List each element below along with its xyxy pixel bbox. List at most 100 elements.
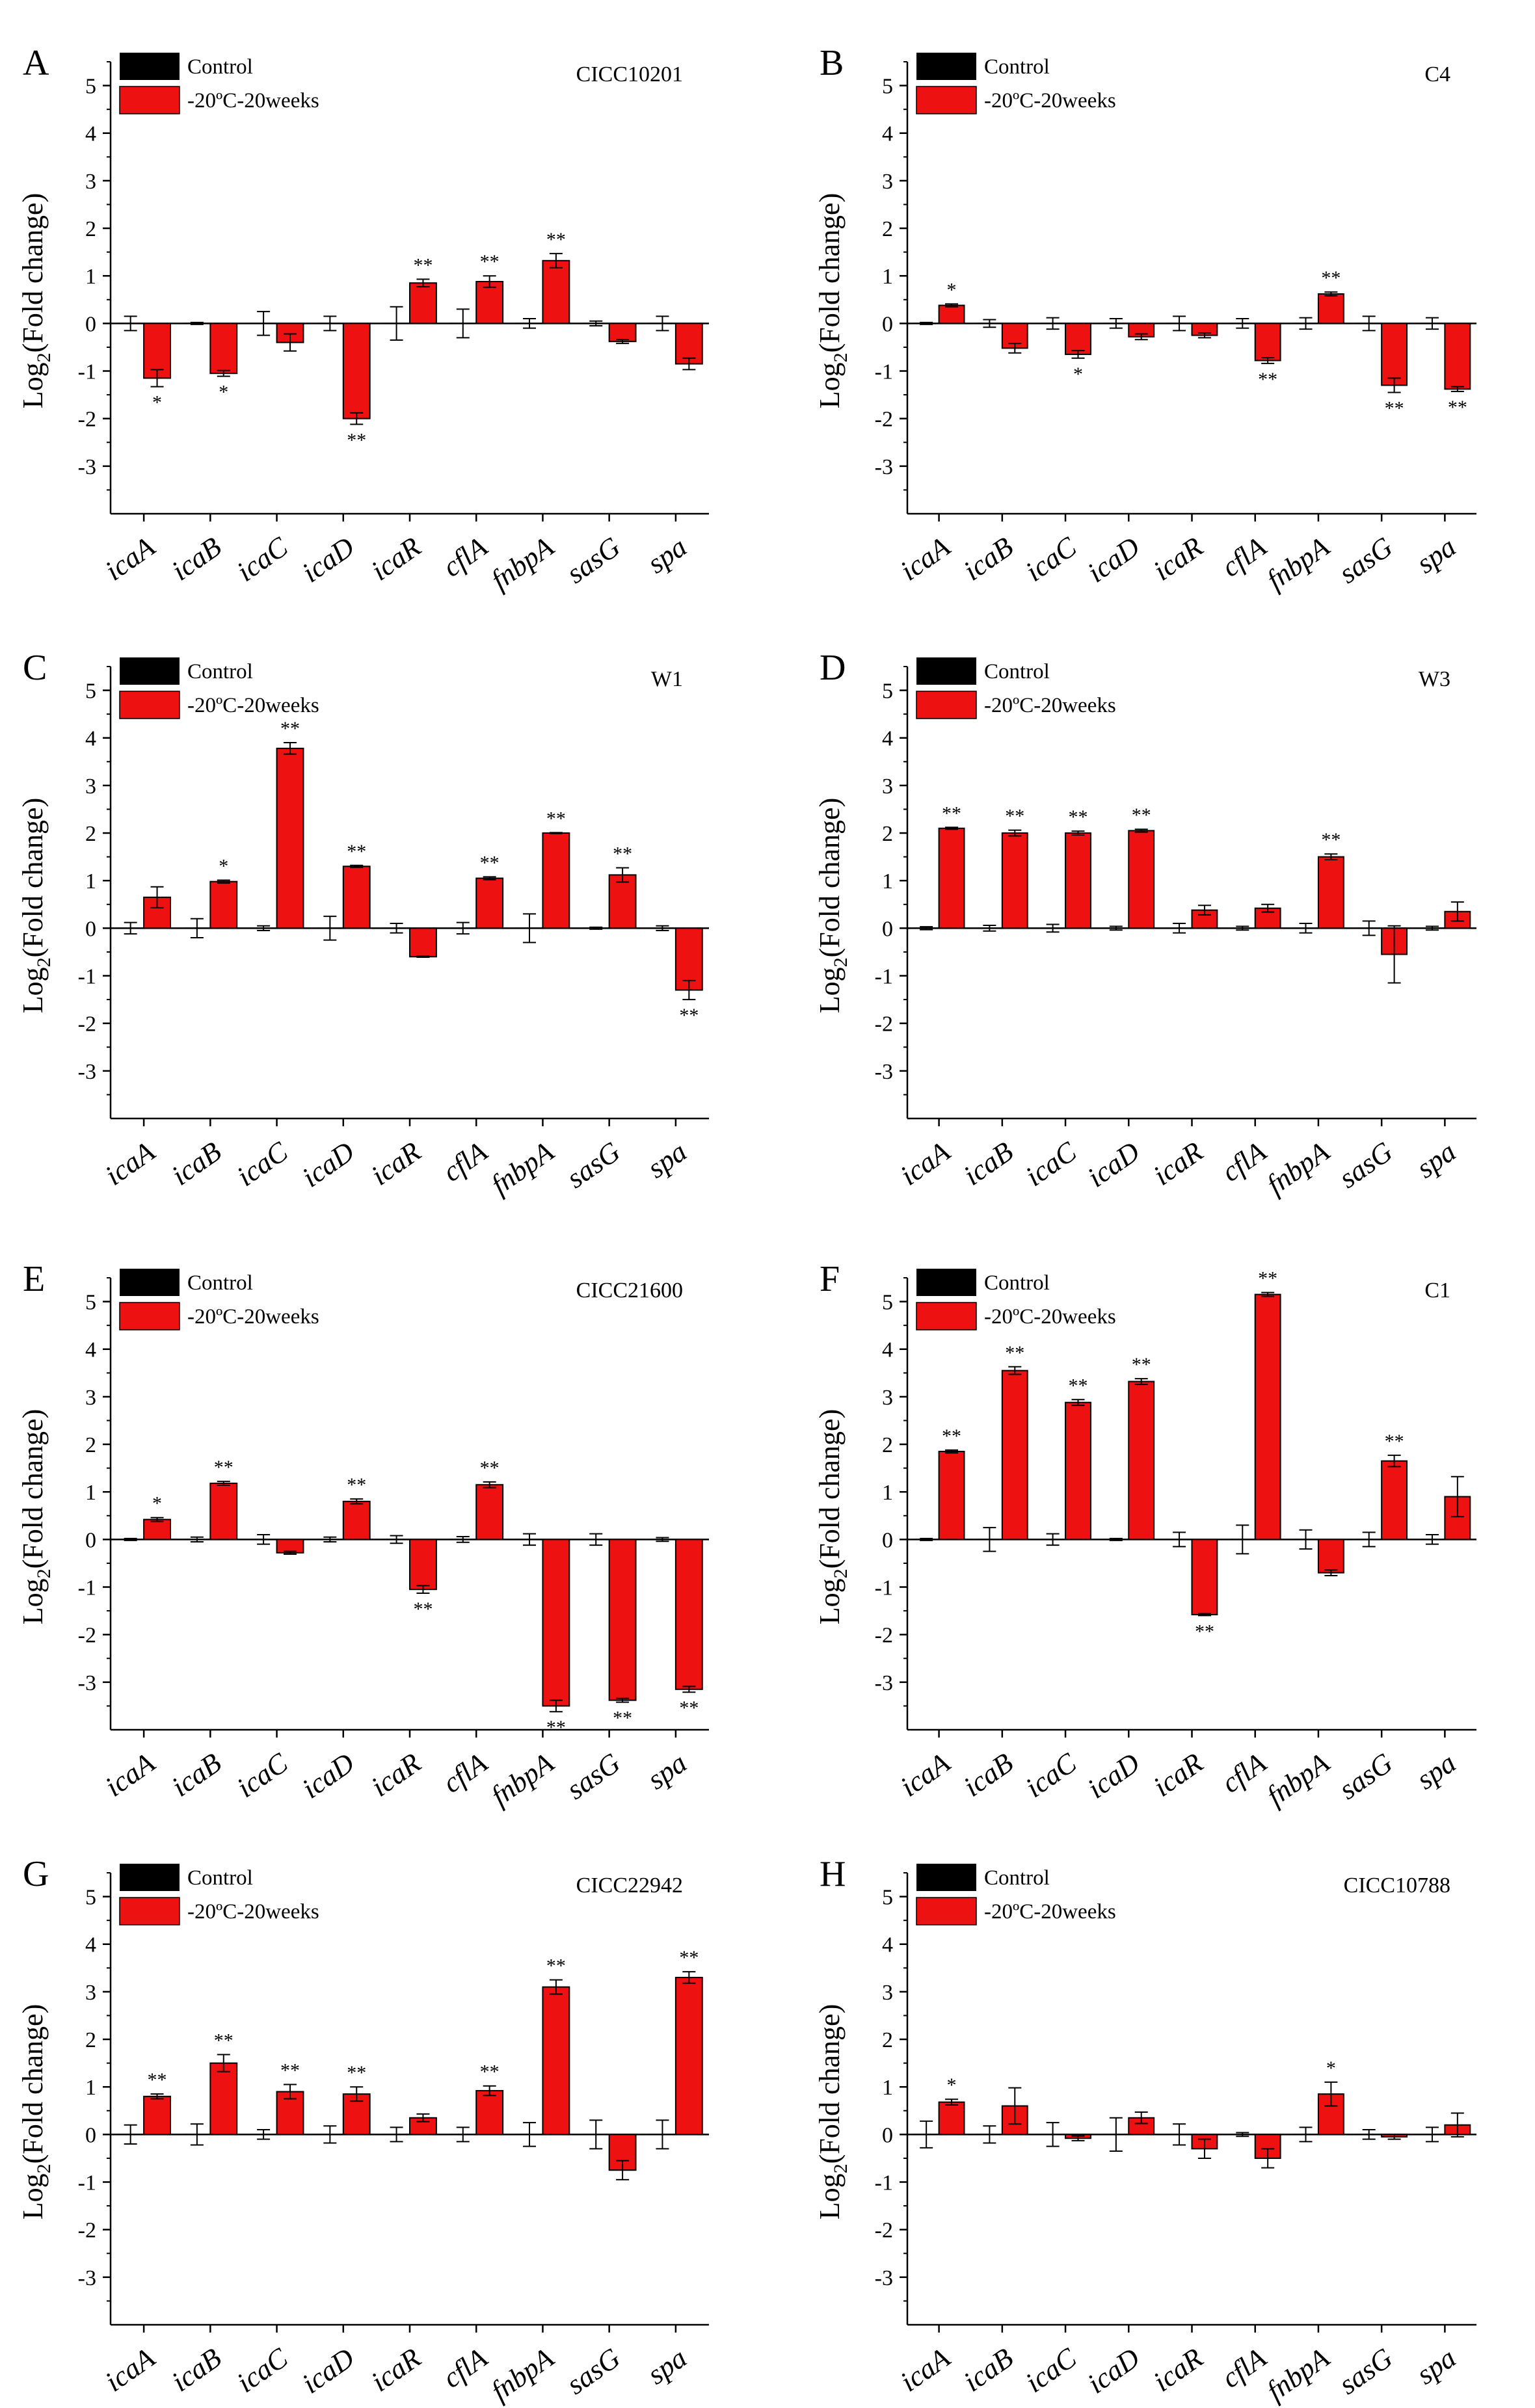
bar-treatment <box>475 2090 504 2136</box>
x-tick-label: icaC <box>231 1135 294 1193</box>
y-tick-label: -2 <box>78 408 96 432</box>
panel-letter: D <box>820 648 846 688</box>
y-tick-label: 3 <box>85 170 96 194</box>
significance-mark: * <box>219 382 228 403</box>
significance-mark: * <box>219 855 228 877</box>
significance-mark: ** <box>679 1697 699 1719</box>
bar-treatment <box>1381 323 1408 386</box>
bar-treatment <box>143 1518 172 1541</box>
significance-mark: ** <box>214 2030 234 2051</box>
y-tick-label: -2 <box>875 2219 893 2243</box>
x-tick-label: icaA <box>894 1135 956 1191</box>
y-tick-label: -3 <box>875 1060 893 1084</box>
bar-treatment <box>209 1483 238 1541</box>
significance-mark: ** <box>1195 1621 1214 1642</box>
significance-mark: ** <box>546 808 566 829</box>
bar-treatment <box>1191 1539 1218 1615</box>
legend-swatch-treatment <box>916 86 977 114</box>
x-tick-label: fnbpA <box>1261 1135 1335 1200</box>
y-tick-label: 0 <box>85 312 96 336</box>
y-axis-label-rest: (Fold change) <box>17 2004 49 2164</box>
x-tick-label: fnbpA <box>485 1746 560 1812</box>
y-tick-label: 0 <box>882 917 893 941</box>
x-tick-label: icaD <box>296 1747 360 1805</box>
significance-mark: ** <box>1132 804 1151 826</box>
y-axis-label-rest: (Fold change) <box>814 2004 846 2164</box>
y-tick-label: -1 <box>78 2171 96 2195</box>
bar-treatment <box>1065 1401 1091 1541</box>
significance-mark: ** <box>1321 267 1341 289</box>
x-tick-label: sasG <box>1333 2342 1398 2401</box>
y-tick-label: -1 <box>875 1576 893 1600</box>
significance-mark: ** <box>480 2061 500 2083</box>
legend-label-control: Control <box>187 1271 253 1295</box>
bar-treatment <box>342 1500 371 1541</box>
legend-label-control: Control <box>187 1866 253 1890</box>
x-tick-label: icaB <box>957 1747 1019 1803</box>
y-tick-label: -1 <box>78 965 96 989</box>
x-tick-label: icaA <box>100 1135 161 1191</box>
y-axis-label-sub: 2 <box>33 1568 55 1578</box>
y-axis-label-sub: 2 <box>33 957 55 967</box>
y-tick-label: 4 <box>85 1338 96 1362</box>
y-axis-label: Log2(Fold change) <box>17 2004 55 2219</box>
x-tick-label: icaR <box>1147 2342 1208 2398</box>
legend-label-control: Control <box>187 55 253 79</box>
x-tick-label: spa <box>641 2342 692 2390</box>
bar-treatment <box>409 927 437 958</box>
significance-mark: ** <box>546 1955 566 1977</box>
x-tick-label: icaR <box>1147 1135 1208 1191</box>
x-tick-label: icaD <box>1082 531 1145 589</box>
legend-swatch-treatment <box>119 1897 180 1925</box>
legend-label-treatment: -20ºC-20weeks <box>984 1900 1116 1924</box>
y-tick-label: 5 <box>85 680 96 704</box>
x-tick-label: icaD <box>296 2342 360 2400</box>
strain-label: CICC22942 <box>576 1873 683 1898</box>
legend-swatch-control <box>120 1864 180 1891</box>
y-tick-label: 3 <box>85 1981 96 2005</box>
y-tick-label: -3 <box>78 1671 96 1695</box>
bar-treatment <box>209 323 238 375</box>
significance-mark: ** <box>679 1947 699 1968</box>
x-tick-label: icaB <box>957 2342 1019 2398</box>
bar-treatment <box>1381 1460 1408 1541</box>
x-tick-label: icaC <box>1020 1135 1083 1193</box>
strain-label: W3 <box>1419 667 1450 691</box>
x-tick-label: sasG <box>561 1135 626 1195</box>
significance-mark: ** <box>942 1425 961 1447</box>
significance-mark: ** <box>1385 397 1404 419</box>
x-tick-label: spa <box>1411 2342 1462 2390</box>
y-tick-label: -1 <box>875 965 893 989</box>
strain-label: W1 <box>651 667 683 691</box>
y-axis-label: Log2(Fold change) <box>814 798 851 1013</box>
y-tick-label: 2 <box>85 822 96 846</box>
bar-treatment <box>938 1451 965 1541</box>
y-axis-label-sub: 2 <box>33 352 55 362</box>
y-tick-label: 3 <box>882 1386 893 1410</box>
bar-treatment <box>542 832 570 929</box>
bar-treatment <box>342 866 371 929</box>
y-tick-label: 0 <box>85 917 96 941</box>
significance-mark: ** <box>1069 1375 1088 1396</box>
significance-mark: ** <box>546 1717 566 1738</box>
x-tick-label: icaC <box>1020 1747 1083 1804</box>
y-tick-label: 1 <box>882 1481 893 1505</box>
y-tick-label: 3 <box>882 774 893 799</box>
x-tick-label: icaR <box>366 1135 427 1191</box>
y-axis-label-sub: 2 <box>33 2163 55 2173</box>
x-tick-label: spa <box>1411 1747 1462 1795</box>
y-tick-label: 5 <box>85 1886 96 1910</box>
panel-letter: F <box>820 1259 840 1299</box>
bar-treatment <box>475 1484 504 1541</box>
y-axis-label: Log2(Fold change) <box>814 1409 851 1624</box>
x-tick-label: icaC <box>1020 531 1083 588</box>
bar-treatment <box>1254 1293 1281 1541</box>
y-tick-label: -3 <box>78 2266 96 2290</box>
legend-swatch-treatment <box>916 1302 977 1330</box>
y-tick-label: -2 <box>78 1624 96 1648</box>
y-tick-label: 4 <box>882 122 893 146</box>
x-tick-label: icaA <box>100 1746 161 1803</box>
strain-label: CICC10201 <box>576 62 683 86</box>
